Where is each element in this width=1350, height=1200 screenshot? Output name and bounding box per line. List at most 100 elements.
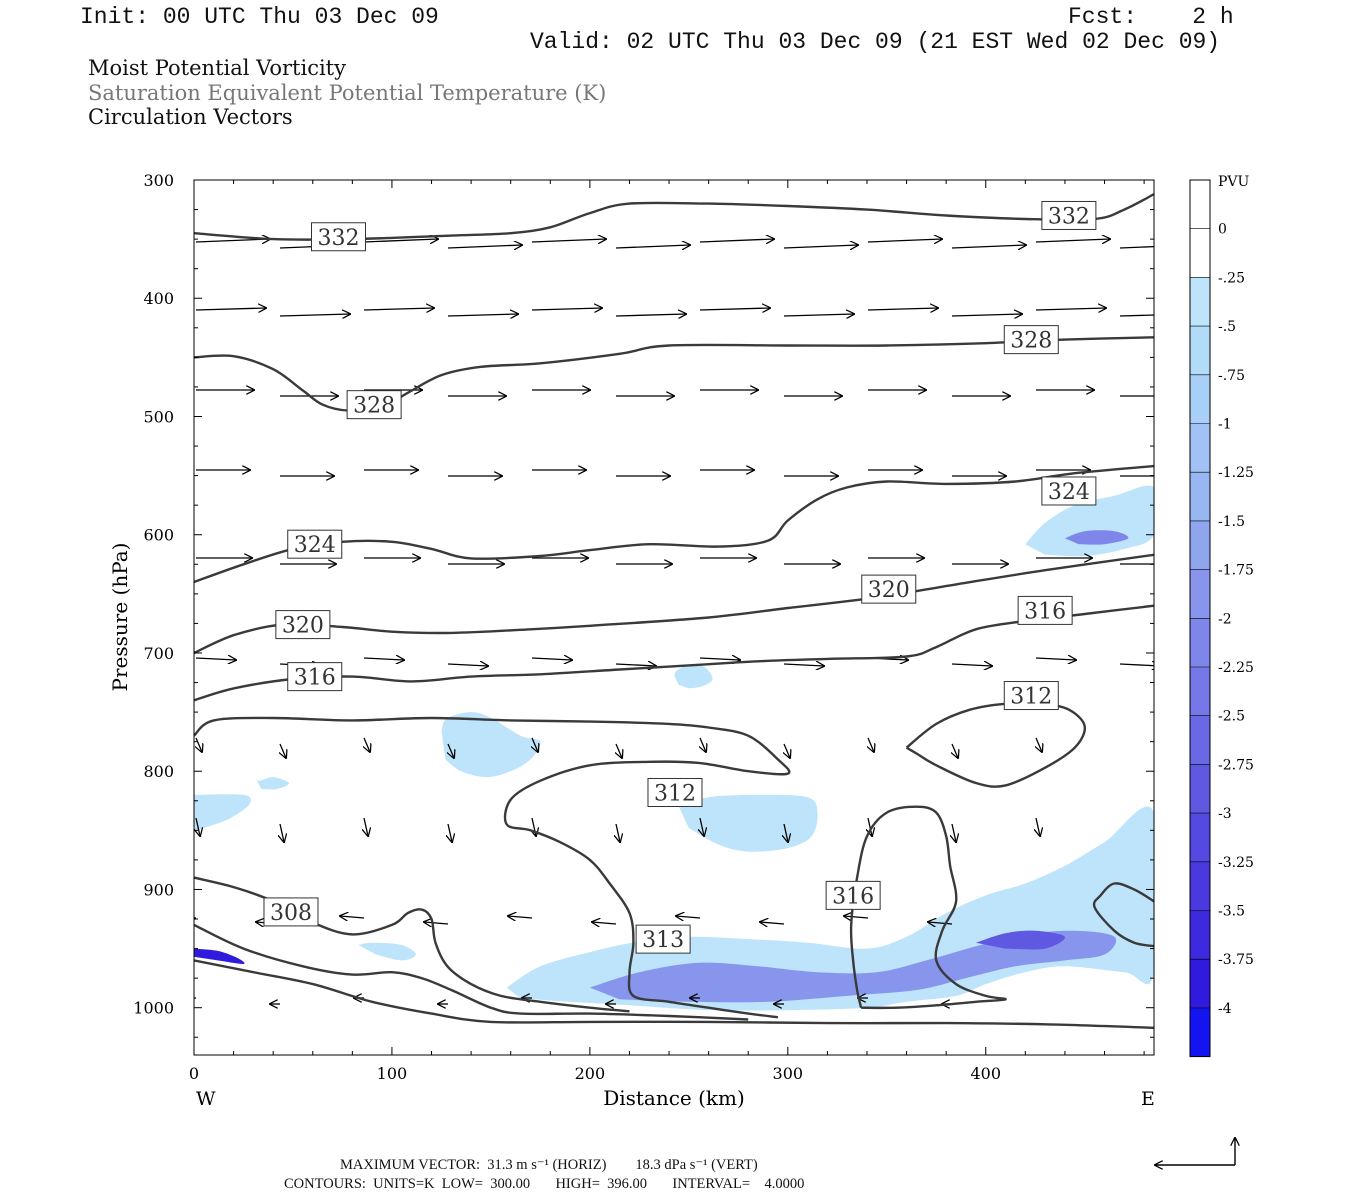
vector-67	[363, 658, 404, 660]
svg-text:316: 316	[1024, 599, 1066, 624]
vector-17	[531, 308, 602, 310]
contour-label-14: 313	[635, 924, 691, 954]
forecast-hour: Fcst: 2 h	[1068, 4, 1234, 30]
vector-23	[1035, 308, 1106, 310]
plot-frame	[193, 179, 1155, 1056]
colorbar-label-8: -2	[1218, 611, 1232, 627]
colorbar-label-6: -1.5	[1218, 514, 1245, 530]
svg-text:320: 320	[282, 614, 324, 639]
contour-label-2: 328	[346, 390, 402, 420]
colorbar-label-14: -3.5	[1218, 904, 1245, 920]
contour-316-4	[194, 604, 1154, 702]
vector-95	[700, 817, 704, 836]
vector-93	[532, 817, 536, 836]
colorbar-label-4: -1	[1218, 417, 1232, 433]
vector-90	[280, 823, 284, 842]
vector-6	[699, 239, 774, 242]
pv-region-5	[441, 712, 541, 778]
vector-12	[1204, 239, 1278, 242]
vector-94	[616, 823, 620, 842]
max-vector-info: MAXIMUM VECTOR: 31.3 m s⁻¹ (HORIZ) 18.3 …	[340, 1157, 758, 1173]
contour-info: CONTOURS: UNITS=K LOW= 300.00 HIGH= 396.…	[284, 1176, 805, 1192]
vector-100	[194, 917, 197, 919]
colorbar-swatch-14	[1190, 861, 1210, 911]
contour-label-12: 316	[825, 880, 881, 910]
svg-text:328: 328	[1010, 329, 1052, 354]
vector-68	[447, 664, 488, 666]
contour-320-3	[194, 553, 1154, 655]
svg-text:324: 324	[1048, 480, 1090, 505]
vector-65	[195, 658, 236, 660]
svg-text:316: 316	[294, 666, 336, 691]
y-tick-label-6: 900	[143, 880, 174, 899]
vector-11	[1119, 245, 1154, 249]
vector-0	[195, 239, 270, 242]
contour-312-6	[905, 701, 1087, 788]
colorbar-label-2: -.5	[1218, 319, 1236, 335]
colorbar-swatch-15	[1190, 910, 1210, 960]
contour-label-9: 316	[1017, 595, 1073, 625]
vector-20	[783, 314, 854, 316]
vector-18	[615, 314, 686, 316]
colorbar-swatch-7	[1190, 520, 1210, 570]
field-title-vectors: Circulation Vectors	[88, 105, 293, 129]
vector-15	[363, 308, 434, 310]
field-title-pv: Moist Potential Vorticity	[88, 56, 346, 80]
x-tick-label-0: 0	[189, 1064, 199, 1083]
contour-316-8	[849, 805, 1007, 1010]
vector-108	[844, 916, 869, 918]
pv-region-4	[1064, 530, 1129, 545]
contour-label-5: 324	[1041, 476, 1097, 506]
colorbar-swatch-5	[1190, 423, 1210, 473]
colorbar-swatch-12	[1190, 764, 1210, 814]
vector-83	[616, 743, 622, 758]
contour-label-6: 320	[275, 610, 331, 640]
contour-label-3: 328	[1003, 325, 1059, 355]
pv-region-6	[674, 664, 713, 689]
vector-96	[784, 823, 788, 842]
vector-76	[1119, 664, 1154, 666]
vector-9	[951, 245, 1026, 248]
x-tick-label-2: 200	[575, 1064, 606, 1083]
colorbar-swatch-0	[1190, 180, 1210, 229]
y-tick-label-3: 600	[143, 526, 174, 545]
vector-13	[195, 308, 266, 310]
vector-22	[951, 314, 1022, 316]
colorbar-label-5: -1.25	[1218, 465, 1254, 481]
vector-98	[952, 823, 956, 842]
pv-region-11	[194, 948, 245, 965]
vector-8	[867, 239, 942, 242]
vector-10	[1035, 239, 1110, 242]
svg-text:328: 328	[353, 394, 395, 419]
vector-97	[868, 817, 872, 836]
x-axis-label: Distance (km)	[603, 1086, 745, 1110]
colorbar-swatch-16	[1190, 959, 1210, 1008]
pv-region-10	[358, 942, 416, 961]
vector-19	[699, 308, 770, 310]
pv-shading	[194, 485, 1154, 1011]
vector-105	[592, 922, 617, 924]
vector-84	[700, 737, 706, 752]
colorbar-swatch-3	[1190, 326, 1210, 375]
vector-2	[363, 239, 438, 242]
pv-region-1	[589, 930, 1117, 1003]
colorbar-label-16: -4	[1218, 1001, 1232, 1017]
svg-text:316: 316	[832, 884, 874, 909]
vector-103	[424, 922, 449, 924]
east-label: E	[1141, 1088, 1155, 1110]
vector-107	[760, 922, 785, 924]
contour-304-10	[194, 923, 749, 1021]
vector-71	[699, 658, 740, 660]
colorbar-swatch-10	[1190, 667, 1210, 716]
svg-text:332: 332	[1048, 204, 1090, 229]
field-title-theta: Saturation Equivalent Potential Temperat…	[88, 81, 607, 105]
init-time: Init: 00 UTC Thu 03 Dec 09	[80, 4, 439, 30]
x-tick-label-1: 100	[377, 1064, 408, 1083]
pv-region-9	[255, 777, 290, 790]
contour-label-11: 312	[1003, 681, 1059, 711]
vector-82	[532, 737, 538, 752]
vector-78	[196, 737, 202, 752]
reference-vector	[1155, 1138, 1235, 1165]
vector-80	[364, 737, 370, 752]
